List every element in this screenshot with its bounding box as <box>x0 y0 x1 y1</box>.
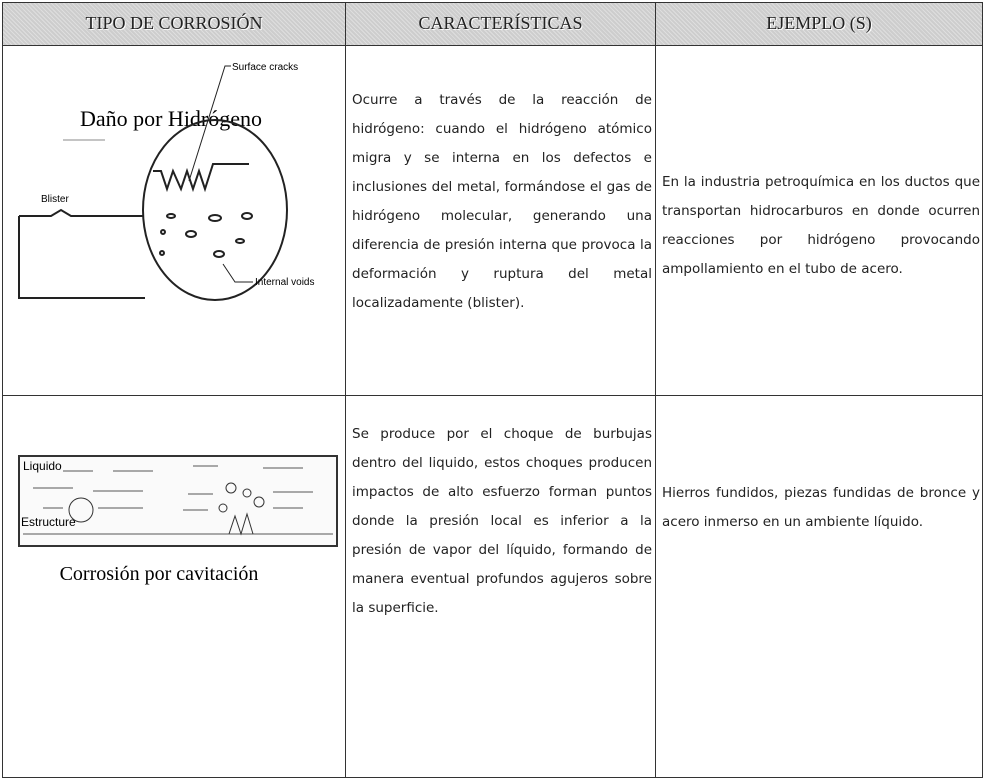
voids <box>159 212 253 258</box>
surface <box>19 208 143 217</box>
cavitation-diagram: Liquido Estructure Corrosión por cavitac… <box>18 455 338 585</box>
diagram-label: Estructure <box>21 515 76 529</box>
examples-text: En la industria petroquímica en los duct… <box>662 174 980 277</box>
cell: Hierros fundidos, piezas fundidas de bro… <box>655 395 983 778</box>
diagram-label: Internal voids <box>255 277 314 288</box>
diagram-label: Surface cracks <box>232 62 298 73</box>
cell: En la industria petroquímica en los duct… <box>655 45 983 396</box>
header-cell: TIPO DE CORROSIÓN <box>2 2 346 46</box>
cell: Liquido Estructure Corrosión por cavitac… <box>2 395 346 778</box>
cell: Se produce por el choque de burbujas den… <box>345 395 656 778</box>
characteristics-text: Se produce por el choque de burbujas den… <box>352 426 652 616</box>
edge <box>18 216 145 299</box>
oval <box>142 119 288 301</box>
characteristics-text: Ocurre a través de la reacción de hidróg… <box>352 92 652 311</box>
cracks <box>153 163 249 193</box>
diagram-title: Corrosión por cavitación <box>60 563 259 585</box>
diagram-label: Liquido <box>23 459 62 473</box>
cell: Daño por Hidrógeno Surface cracks Bliste… <box>2 45 346 396</box>
pointer <box>222 263 253 283</box>
frame <box>18 455 338 547</box>
flow-lines <box>23 465 333 535</box>
hydrogen-diagram: Daño por Hidrógeno Surface cracks Bliste… <box>18 62 314 301</box>
header-cell: CARACTERÍSTICAS <box>345 2 656 46</box>
collapse <box>218 482 265 536</box>
bubble <box>68 497 94 523</box>
examples-text: Hierros fundidos, piezas fundidas de bro… <box>662 485 980 530</box>
pointer <box>188 65 231 182</box>
diagram-label: Blister <box>41 194 69 205</box>
header-cell: EJEMPLO (S) <box>655 2 983 46</box>
cell: Ocurre a través de la reacción de hidróg… <box>345 45 656 396</box>
diagram-title: Daño por Hidrógeno <box>80 106 262 131</box>
